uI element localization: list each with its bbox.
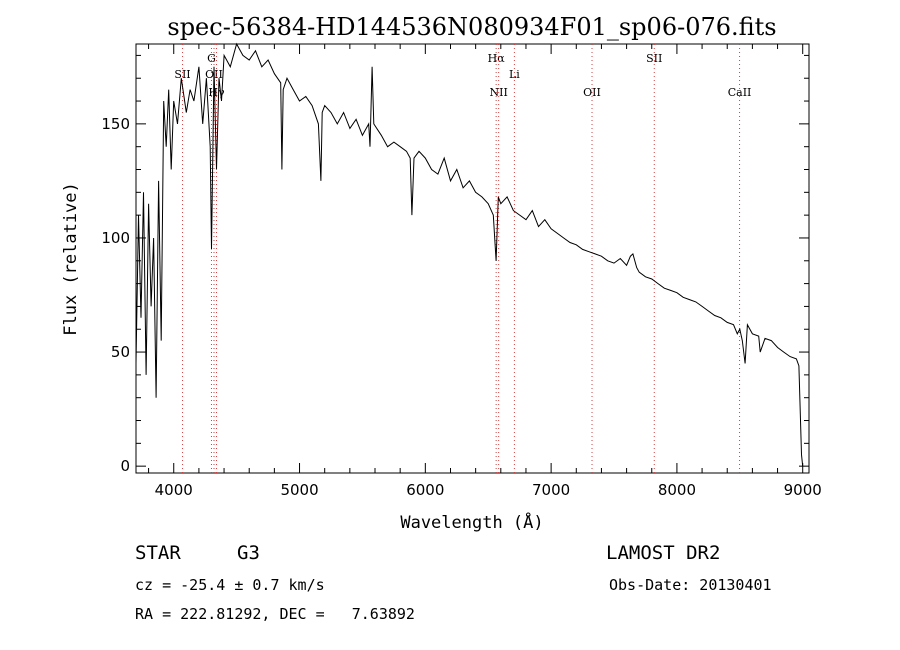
- y-tick-label: 100: [101, 229, 130, 247]
- spectral-line-label: SII: [646, 52, 662, 65]
- chart-title: spec-56384-HD144536N080934F01_sp06-076.f…: [167, 13, 776, 41]
- survey-name: LAMOST DR2: [606, 542, 721, 564]
- x-tick-label: 8000: [658, 481, 696, 499]
- obs-date: Obs-Date: 20130401: [609, 576, 772, 594]
- spectral-line-label: NII: [490, 86, 508, 99]
- redshift-readout: cz = -25.4 ± 0.7 km/s: [135, 576, 325, 594]
- object-class: STAR: [135, 542, 181, 564]
- y-axis-label: Flux (relative): [61, 182, 81, 336]
- coordinates: RA = 222.81292, DEC = 7.63892: [135, 605, 415, 623]
- spectral-line-label: Hα: [488, 52, 506, 65]
- x-tick-label: 4000: [155, 481, 193, 499]
- spectral-line-label: Li: [509, 68, 520, 81]
- spectral-line-label: OII: [583, 86, 601, 99]
- plot-frame: [135, 43, 810, 474]
- x-axis-label: Wavelength (Å): [400, 511, 543, 533]
- subclass: G3: [237, 542, 260, 564]
- x-tick-label: 6000: [406, 481, 444, 499]
- y-tick-label: 0: [120, 457, 130, 475]
- y-tick-label: 150: [101, 115, 130, 133]
- y-tick-label: 50: [111, 343, 130, 361]
- spectral-line-label: SII: [174, 68, 190, 81]
- x-tick-label: 9000: [784, 481, 822, 499]
- spectral-line-label: CaII: [728, 86, 752, 99]
- spectral-line-label: G: [207, 52, 216, 65]
- spectrum-line: [135, 42, 804, 467]
- plot-area: 4000 5000 6000 7000 8000 9000 0 50 100 150 SII G OII…: [101, 42, 822, 499]
- x-tick-label: 5000: [280, 481, 318, 499]
- x-tick-label: 7000: [532, 481, 570, 499]
